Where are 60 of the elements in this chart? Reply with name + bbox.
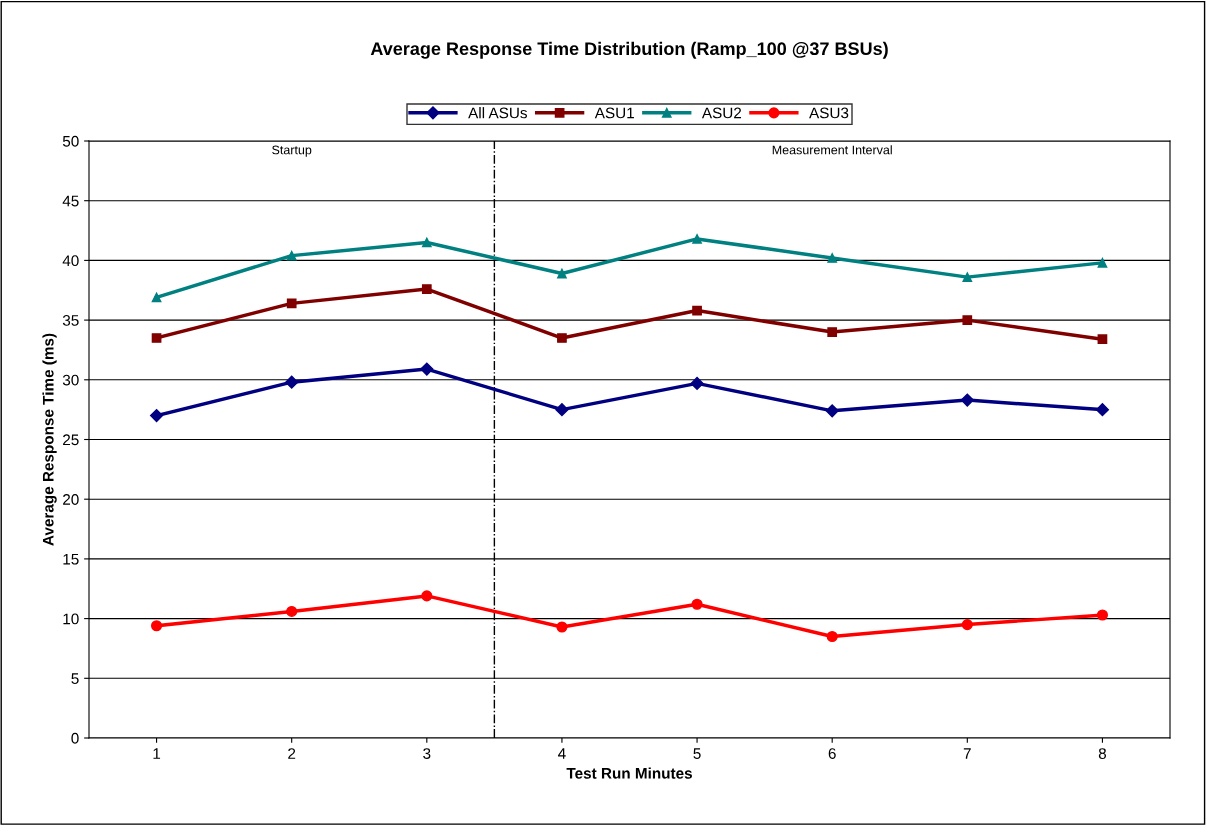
y-tick-label: 50 bbox=[62, 135, 79, 147]
y-axis-title: Average Response Time (ms) bbox=[42, 333, 57, 546]
point bbox=[286, 298, 297, 309]
x-tick-label: 5 bbox=[693, 748, 701, 759]
point bbox=[960, 393, 974, 407]
point bbox=[151, 333, 162, 343]
point bbox=[962, 315, 973, 325]
y-tick-label: 40 bbox=[62, 255, 79, 267]
x-tick-label: 4 bbox=[558, 748, 566, 759]
y-tick-label: 10 bbox=[63, 613, 79, 625]
point bbox=[1097, 257, 1108, 268]
point bbox=[557, 333, 567, 343]
point bbox=[1095, 403, 1110, 417]
point bbox=[825, 404, 839, 418]
legend-label: All ASUs bbox=[468, 107, 527, 119]
y-tick-label: 45 bbox=[62, 195, 79, 207]
x-tick-label: 8 bbox=[1098, 748, 1107, 759]
x-tick-label: 1 bbox=[153, 748, 161, 759]
point bbox=[286, 250, 297, 261]
y-tick-label: 35 bbox=[62, 314, 79, 326]
y-tick-label: 5 bbox=[71, 673, 79, 684]
point bbox=[149, 409, 164, 423]
point bbox=[557, 268, 567, 279]
point bbox=[420, 362, 434, 376]
point bbox=[961, 619, 973, 631]
point bbox=[421, 237, 432, 248]
annotation: Measurement Interval bbox=[772, 145, 892, 155]
point bbox=[285, 375, 299, 389]
point bbox=[556, 621, 568, 633]
point bbox=[421, 284, 432, 294]
point bbox=[827, 327, 838, 337]
point bbox=[151, 620, 163, 632]
y-tick-label: 20 bbox=[63, 494, 79, 505]
y-tick-label: 30 bbox=[62, 374, 79, 386]
point bbox=[691, 598, 703, 610]
chart-title: Average Response Time Distribution (Ramp_100 @37 BSUs) bbox=[370, 41, 888, 59]
point bbox=[962, 272, 973, 282]
legend-label: ASU3 bbox=[809, 107, 849, 119]
point bbox=[690, 376, 704, 390]
y-tick-label: 15 bbox=[63, 553, 79, 565]
point bbox=[286, 605, 298, 617]
annotation: Startup bbox=[272, 145, 312, 157]
point bbox=[826, 630, 838, 643]
point bbox=[692, 234, 702, 244]
x-axis-title: Test Run Minutes bbox=[566, 767, 692, 779]
point bbox=[151, 292, 162, 303]
point bbox=[1097, 334, 1108, 345]
point bbox=[421, 590, 433, 602]
point bbox=[827, 253, 838, 263]
y-tick-label: 25 bbox=[63, 434, 79, 446]
y-tick-label: 0 bbox=[71, 732, 79, 744]
x-tick-label: 7 bbox=[963, 748, 971, 759]
point bbox=[692, 305, 702, 316]
point bbox=[1096, 609, 1108, 621]
point bbox=[555, 403, 569, 417]
legend-label: ASU1 bbox=[594, 107, 634, 119]
legend-label: ASU2 bbox=[701, 107, 742, 119]
x-tick-label: 6 bbox=[828, 748, 836, 759]
x-tick-label: 2 bbox=[288, 748, 296, 759]
x-tick-label: 3 bbox=[423, 748, 431, 759]
